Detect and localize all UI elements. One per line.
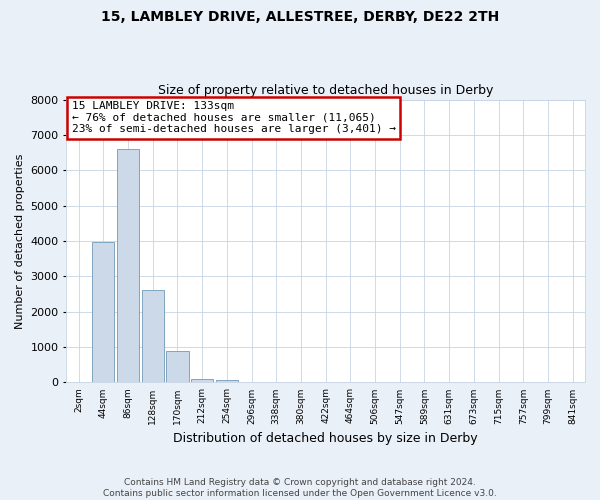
X-axis label: Distribution of detached houses by size in Derby: Distribution of detached houses by size … — [173, 432, 478, 445]
Title: Size of property relative to detached houses in Derby: Size of property relative to detached ho… — [158, 84, 493, 97]
Y-axis label: Number of detached properties: Number of detached properties — [15, 154, 25, 328]
Bar — [117, 149, 139, 382]
Bar — [216, 380, 238, 382]
Text: Contains HM Land Registry data © Crown copyright and database right 2024.
Contai: Contains HM Land Registry data © Crown c… — [103, 478, 497, 498]
Bar — [191, 379, 213, 382]
Text: 15, LAMBLEY DRIVE, ALLESTREE, DERBY, DE22 2TH: 15, LAMBLEY DRIVE, ALLESTREE, DERBY, DE2… — [101, 10, 499, 24]
Bar — [166, 350, 188, 382]
Bar — [92, 242, 115, 382]
Bar — [142, 290, 164, 382]
Text: 15 LAMBLEY DRIVE: 133sqm
← 76% of detached houses are smaller (11,065)
23% of se: 15 LAMBLEY DRIVE: 133sqm ← 76% of detach… — [71, 101, 395, 134]
